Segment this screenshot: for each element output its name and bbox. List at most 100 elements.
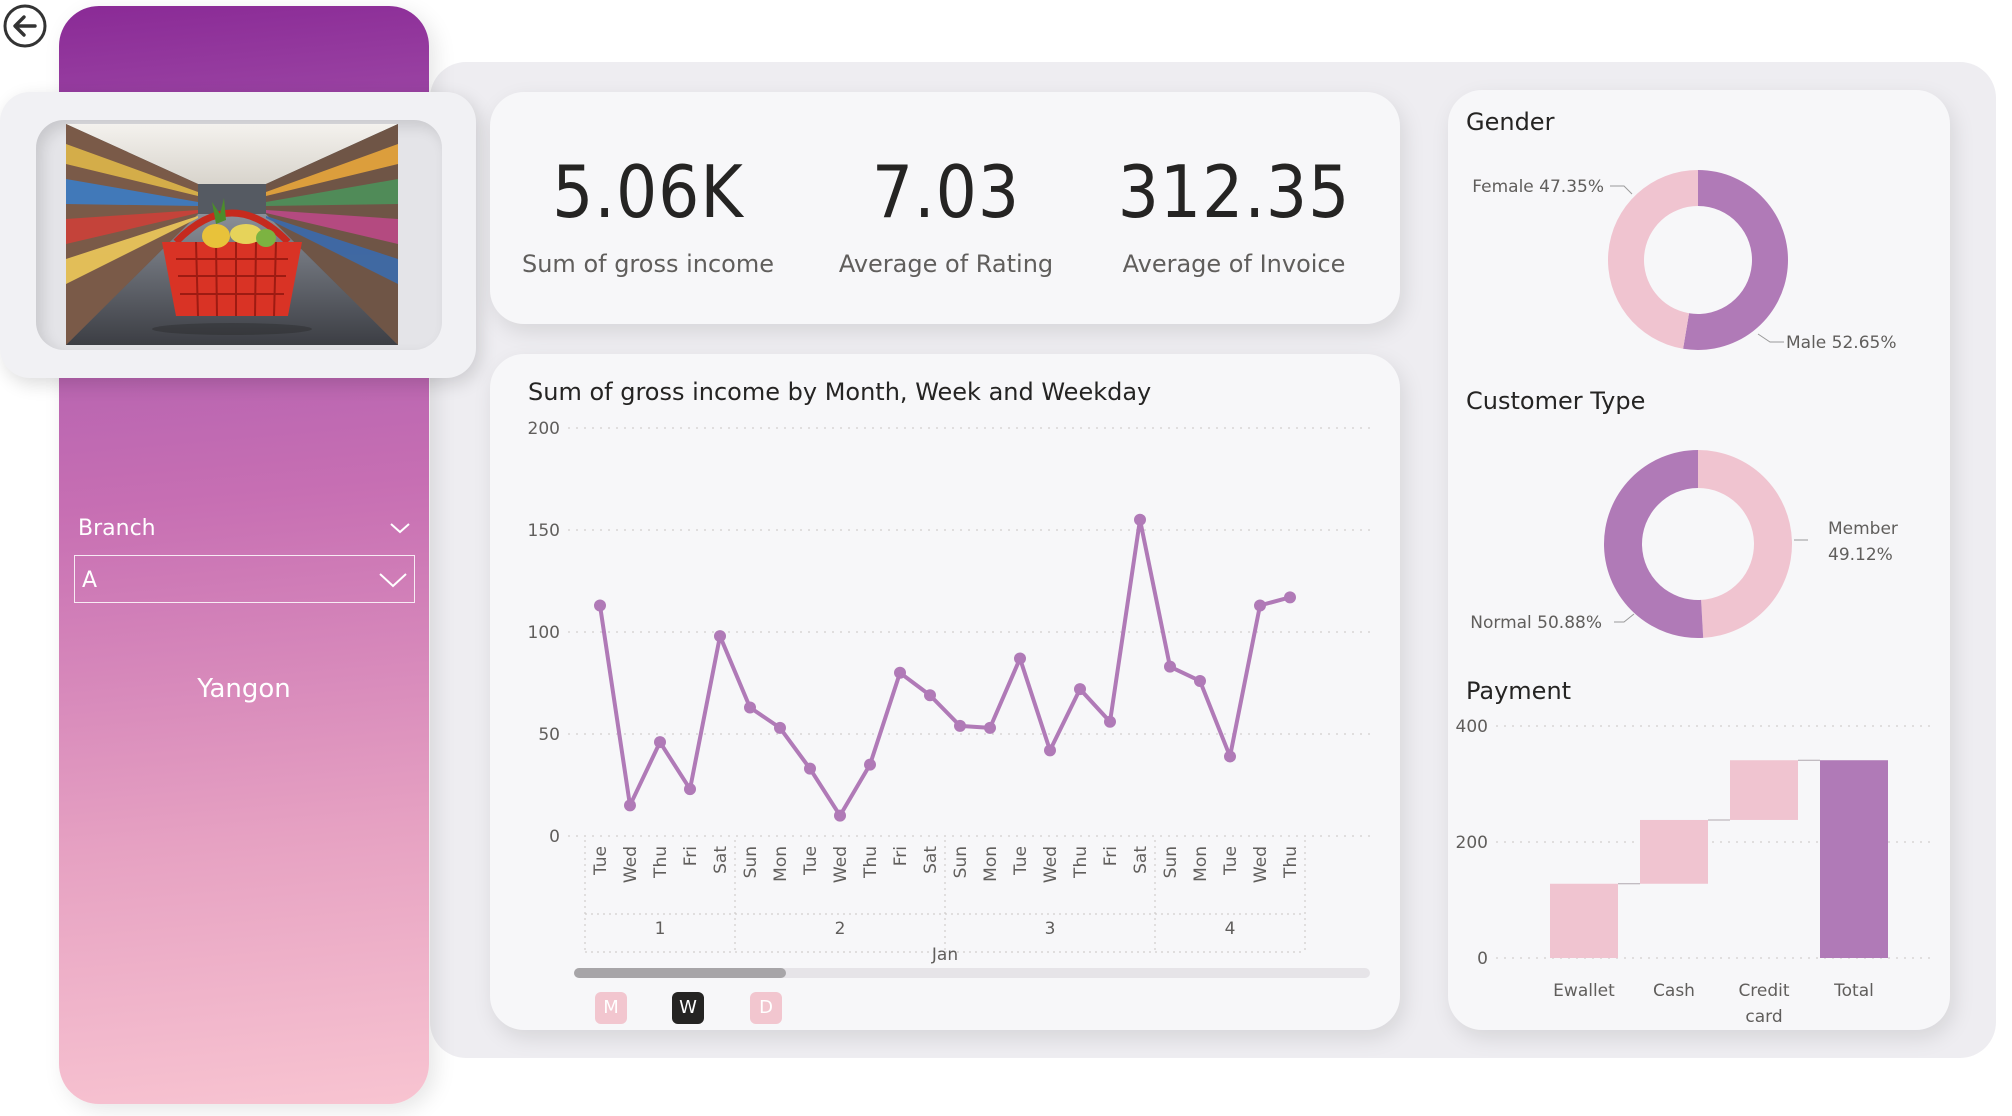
back-arrow-icon[interactable] (2, 3, 48, 49)
payment-x-label: card (1745, 1007, 1782, 1027)
x-tick-label: Wed (1041, 846, 1061, 883)
branch-dropdown[interactable] (74, 555, 415, 603)
x-tick-label: Sun (951, 846, 971, 878)
payment-x-label: Credit (1738, 981, 1789, 1001)
payment-y-tick: 400 (1456, 717, 1488, 737)
line-chart-title: Sum of gross income by Month, Week and W… (528, 378, 1152, 406)
payment-y-tick: 0 (1477, 949, 1488, 969)
chevron-down-icon[interactable] (388, 516, 412, 540)
x-tick-label: Fri (1101, 846, 1121, 866)
gender-slice (1607, 170, 1698, 349)
payment-title: Payment (1466, 677, 1572, 705)
month-label: Jan (931, 945, 958, 965)
x-tick-label: Fri (681, 846, 701, 866)
y-tick-label: 50 (538, 725, 560, 745)
drill-day-button[interactable]: D (750, 992, 782, 1024)
data-point (714, 630, 726, 643)
gender-label-male: Male 52.65% (1786, 333, 1897, 353)
x-tick-label: Mon (981, 846, 1001, 882)
kpi-gross-income-value: 5.06K (552, 150, 744, 234)
gender-label-female: Female 47.35% (1472, 177, 1604, 197)
customer-type-slice (1603, 450, 1704, 638)
x-tick-label: Sat (1131, 846, 1151, 874)
series-line (598, 517, 1291, 818)
gender-leader-line (1757, 333, 1784, 343)
x-tick-label: Sun (1161, 846, 1181, 878)
customer-label-member-pct: 49.12% (1828, 545, 1893, 565)
data-point (624, 799, 636, 812)
x-tick-label: Mon (1191, 846, 1211, 882)
kpi-card (490, 92, 1400, 324)
data-point (1194, 674, 1206, 687)
x-tick-label: Wed (1251, 846, 1271, 883)
kpi-rating-value: 7.03 (871, 150, 1021, 234)
payment-y-tick: 200 (1456, 833, 1488, 853)
gender-title: Gender (1466, 108, 1555, 136)
data-point (1164, 660, 1176, 673)
data-point (654, 736, 666, 749)
x-tick-label: Tue (1221, 846, 1241, 876)
data-point (1014, 652, 1026, 665)
branch-slicer-title: Branch (78, 516, 156, 541)
y-tick-label: 100 (528, 623, 560, 643)
x-tick-label: Tue (801, 846, 821, 876)
x-tick-label: Sat (711, 846, 731, 874)
x-tick-label: Tue (591, 846, 611, 876)
kpi-invoice-label: Average of Invoice (1122, 250, 1346, 278)
customer-label-normal: Normal 50.88% (1470, 613, 1602, 633)
payment-bar (1730, 760, 1798, 820)
kpi-gross-income-label: Sum of gross income (521, 250, 774, 278)
y-tick-label: 0 (549, 827, 560, 847)
data-point (594, 599, 606, 612)
x-tick-label: Tue (1011, 846, 1031, 876)
payment-bar (1640, 819, 1708, 884)
data-point (1134, 513, 1146, 526)
data-point (1284, 591, 1296, 604)
supermarket-basket-image (66, 124, 398, 345)
gender-leader-line (1610, 185, 1633, 195)
dropdown-chevron-icon[interactable] (378, 568, 408, 592)
payment-bar (1820, 760, 1888, 958)
x-tick-label: Thu (1071, 846, 1091, 879)
data-point (924, 689, 936, 702)
y-tick-label: 150 (528, 521, 560, 541)
line-chart-card (490, 354, 1400, 1030)
x-tick-label: Thu (861, 846, 881, 879)
week-label: 3 (1045, 919, 1056, 939)
customer-label-member: Member (1828, 519, 1898, 539)
x-tick-label: Sun (741, 846, 761, 878)
x-tick-label: Wed (831, 846, 851, 883)
data-point (1044, 744, 1056, 757)
line-chart: 0 50 100 150 200 Tue Wed Thu Fri Sat Sun Mon Tue Wed T… (528, 419, 1370, 978)
week-label: 2 (835, 919, 846, 939)
x-tick-label: Fri (891, 846, 911, 866)
data-point (804, 762, 816, 775)
x-tick-label: Mon (771, 846, 791, 882)
x-tick-label: Thu (1281, 846, 1301, 879)
payment-x-label: Cash (1653, 981, 1695, 1001)
data-point (954, 719, 966, 732)
data-point (834, 809, 846, 822)
kpi-invoice-value: 312.35 (1117, 150, 1351, 234)
x-tick-label: Sat (921, 846, 941, 874)
data-point (984, 721, 996, 734)
customer-type-title: Customer Type (1466, 387, 1646, 415)
customer-type-slice (1698, 450, 1792, 638)
data-point (744, 701, 756, 714)
payment-x-label: Ewallet (1553, 981, 1615, 1001)
scrollbar-thumb[interactable] (574, 968, 786, 978)
x-tick-label: Thu (651, 846, 671, 879)
data-point (1224, 750, 1236, 763)
payment-bar (1550, 883, 1618, 958)
city-label: Yangon (197, 674, 291, 704)
kpi-rating-label: Average of Rating (838, 250, 1054, 278)
data-point (894, 666, 906, 679)
data-point (1104, 715, 1116, 728)
data-point (774, 721, 786, 734)
data-point (1254, 599, 1266, 612)
drill-month-button[interactable]: M (595, 992, 627, 1024)
y-tick-label: 200 (528, 419, 560, 439)
gender-slice (1683, 170, 1788, 350)
drill-week-button[interactable]: W (672, 992, 704, 1024)
week-label: 4 (1225, 919, 1236, 939)
